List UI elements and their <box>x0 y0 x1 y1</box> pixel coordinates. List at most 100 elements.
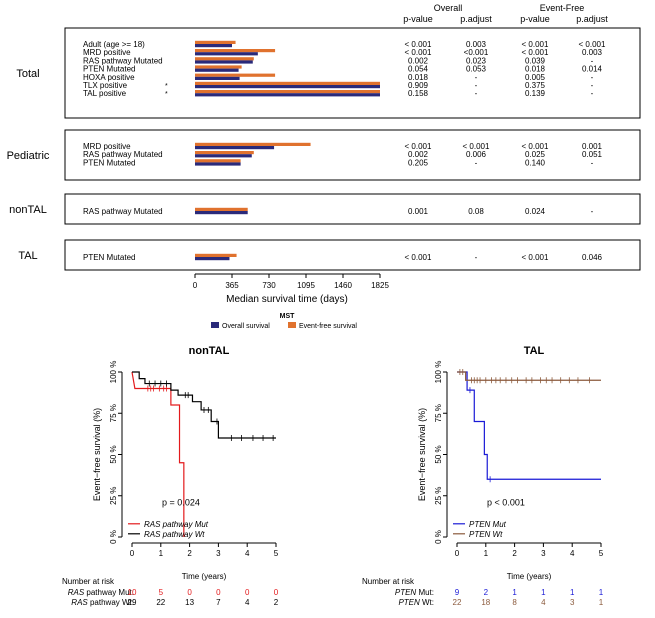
cell-efs-p: < 0.001 <box>522 253 549 262</box>
bar-efs <box>195 57 254 61</box>
section-title: nonTAL <box>9 204 47 216</box>
bar-row: RAS pathway Mutated 0.002 0.023 0.039 - <box>83 56 594 65</box>
risk-count: 4 <box>541 598 546 607</box>
section-frame <box>64 27 641 119</box>
header-event-free: Event-Free <box>540 3 585 13</box>
cell-efs-p: 0.375 <box>525 81 546 90</box>
cell-efs-padj: - <box>591 89 594 98</box>
header-os-padjust: p.adjust <box>460 14 492 24</box>
row-label: RAS pathway Mutated <box>83 207 163 216</box>
km-legend-label: PTEN Wt <box>469 530 503 539</box>
risk-count: 0 <box>245 588 250 597</box>
y-tick-label: 100 % <box>434 361 443 384</box>
x-tick-label: 2 <box>187 549 192 558</box>
y-tick-label: 50 % <box>109 445 118 463</box>
row-label: MRD positive <box>83 142 131 151</box>
y-axis-label: Event−free survival (%) <box>417 408 427 501</box>
risk-table-label: Number at risk <box>362 577 415 586</box>
risk-count: 1 <box>599 598 604 607</box>
risk-count: 5 <box>159 588 164 597</box>
row-label: PTEN Mutated <box>83 65 135 74</box>
bar-row: RAS pathway Mutated 0.002 0.006 0.025 0.051 <box>83 150 603 159</box>
axis-tick-label: 1095 <box>297 281 315 290</box>
risk-count: 4 <box>245 598 250 607</box>
km-legend-label: RAS pathway Mut <box>144 520 209 529</box>
km-title: nonTAL <box>189 345 230 357</box>
cell-os-padj: - <box>475 73 478 82</box>
risk-row-label: RAS pathway Wt: <box>71 598 134 607</box>
x-tick-label: 2 <box>512 549 517 558</box>
cell-efs-p: 0.139 <box>525 89 546 98</box>
cell-os-padj: 0.08 <box>468 207 484 216</box>
y-tick-label: 75 % <box>109 404 118 422</box>
section-pediatric: Pediatric MRD positive < 0.001 < 0.001 < 0.0… <box>7 129 641 181</box>
top-x-axis: 0 365 730 1095 1460 1825 <box>193 273 389 290</box>
risk-row-label-italic: RAS <box>71 598 88 607</box>
bar-overall <box>195 60 253 64</box>
cell-os-p: 0.158 <box>408 89 429 98</box>
risk-count: 7 <box>216 598 221 607</box>
risk-row-label-italic: RAS <box>68 588 85 597</box>
risk-count: 1 <box>512 588 517 597</box>
y-axis-label: Event−free survival (%) <box>92 408 102 501</box>
p-value-annotation: p = 0.024 <box>162 498 200 508</box>
x-tick-label: 3 <box>541 549 546 558</box>
risk-count: 3 <box>570 598 575 607</box>
bar-efs <box>195 142 311 146</box>
table-header: Overall Event-Free p-value p.adjust p-va… <box>403 3 608 24</box>
cell-os-padj: < 0.001 <box>463 142 490 151</box>
x-tick-label: 0 <box>455 549 460 558</box>
cell-efs-padj: 0.014 <box>582 65 603 74</box>
x-tick-label: 4 <box>245 549 250 558</box>
cell-os-p: 0.909 <box>408 81 429 90</box>
header-efs-padjust: p.adjust <box>576 14 608 24</box>
bar-efs <box>195 159 241 163</box>
cell-efs-p: < 0.001 <box>522 40 549 49</box>
legend-swatch-overall <box>211 322 219 328</box>
cell-efs-p: < 0.001 <box>522 142 549 151</box>
km-plot-tal: TAL 0 % 25 % 50 % 75 % 100 % Event−free surviv… <box>362 345 604 607</box>
cell-os-p: 0.205 <box>408 158 429 167</box>
y-tick-label: 25 % <box>109 487 118 505</box>
section-title: Pediatric <box>7 150 50 162</box>
row-label: TAL positive <box>83 89 127 98</box>
km-curve <box>131 371 185 537</box>
bar-overall <box>195 93 380 97</box>
bar-row: TAL positive * 0.158 - 0.139 - <box>83 89 594 98</box>
km-curve <box>457 371 601 480</box>
risk-count: 0 <box>216 588 221 597</box>
bar-efs <box>195 49 276 53</box>
row-label: PTEN Mutated <box>83 253 135 262</box>
bar-row: MRD positive < 0.001 < 0.001 < 0.001 0.001 <box>83 142 603 151</box>
cell-os-p: 0.002 <box>408 56 429 65</box>
row-star: * <box>165 91 168 98</box>
legend-label-overall: Overall survival <box>222 323 270 330</box>
cell-efs-padj: 0.051 <box>582 150 603 159</box>
x-tick-label: 5 <box>599 549 604 558</box>
y-tick-label: 25 % <box>434 487 443 505</box>
bar-overall <box>195 154 252 158</box>
axis-tick-label: 1460 <box>334 281 352 290</box>
km-legend-label: PTEN Mut <box>469 520 507 529</box>
risk-row-label: PTEN Mut: <box>395 588 434 597</box>
risk-count: 13 <box>185 598 194 607</box>
y-tick-label: 0 % <box>434 530 443 544</box>
y-tick-label: 50 % <box>434 445 443 463</box>
risk-count: 8 <box>512 598 517 607</box>
risk-row-label-rest: pathway Mut: <box>84 588 134 597</box>
km-title: TAL <box>524 345 545 357</box>
bar-row: HOXA positive 0.018 - 0.005 - <box>83 73 594 82</box>
cell-efs-p: 0.140 <box>525 158 546 167</box>
header-efs-pvalue: p-value <box>520 14 550 24</box>
bar-row: TLX positive * 0.909 - 0.375 - <box>83 81 594 90</box>
p-value-annotation: p < 0.001 <box>487 498 525 508</box>
bar-overall <box>195 211 248 215</box>
row-label: Adult (age >= 18) <box>83 40 145 49</box>
risk-row-label: PTEN Wt: <box>398 598 434 607</box>
risk-row-label-italic: PTEN <box>395 588 417 597</box>
top-x-axis-label: Median survival time (days) <box>226 294 348 305</box>
cell-os-p: 0.002 <box>408 150 429 159</box>
cell-os-padj: - <box>475 89 478 98</box>
